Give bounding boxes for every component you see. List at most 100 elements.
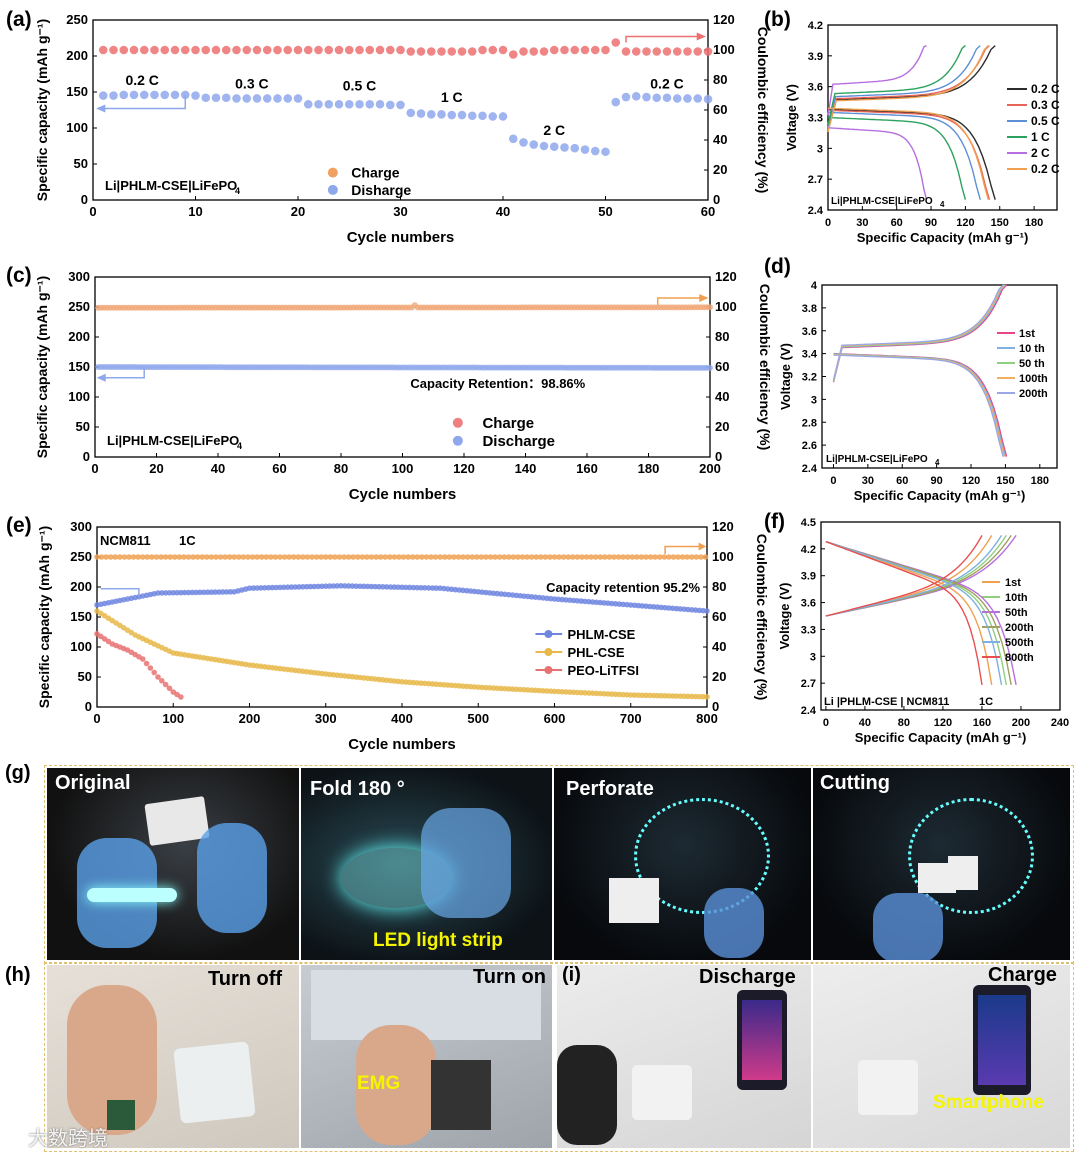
- ce-point-a-7: [170, 45, 180, 55]
- cell-label-a-sub: 4: [235, 186, 240, 196]
- ce-point-e-672: [606, 554, 613, 560]
- cell-label-d-sub: 4: [935, 458, 940, 467]
- y2-tick-label-c-4: 80: [715, 329, 729, 344]
- ce-point-e-18: [107, 554, 114, 560]
- y-tick-label-f-0: 2.4: [801, 705, 817, 717]
- legend-label-f-5: 800th: [1005, 652, 1034, 664]
- y-axis-label-b: Voltage (V): [784, 84, 799, 151]
- y2-tick-label-a-4: 80: [713, 72, 727, 87]
- x-tick-label-c-9: 180: [638, 461, 660, 476]
- legend-label-f-1: 10th: [1005, 592, 1028, 604]
- led-ring: [634, 798, 770, 914]
- legend-marker-e-2: [544, 666, 553, 674]
- y-tick-label-e-4: 200: [70, 579, 92, 594]
- ce-point-a-22: [324, 45, 334, 55]
- rate-label-a-2: 0.5 C: [343, 78, 376, 94]
- capacity-point-a-15: [252, 94, 262, 103]
- ce-point-e-252: [286, 554, 292, 560]
- point-e-1-800: [704, 694, 710, 700]
- ce-point-a-41: [519, 47, 528, 56]
- ce-point-a-47: [580, 45, 590, 55]
- ce-point-e-276: [304, 554, 311, 560]
- ce-point-e-588: [542, 554, 549, 560]
- x-tick-label-d-1: 30: [862, 475, 874, 487]
- monitor: [311, 970, 541, 1040]
- ce-point-e-618: [565, 554, 572, 560]
- y-tick-label-d-6: 3.6: [802, 326, 817, 338]
- ce-point-e-144: [204, 554, 210, 560]
- capacity-point-a-31: [416, 109, 426, 118]
- ce-point-e-474: [455, 554, 462, 560]
- arrow-left-a: [98, 94, 186, 110]
- photo-fold: [301, 768, 552, 960]
- x-tick-label-c-1: 20: [149, 461, 163, 476]
- ce-point-a-59: [703, 47, 713, 56]
- legend-marker-discharge-a: [327, 184, 338, 195]
- y-axis-label-d: Voltage (V): [778, 343, 793, 410]
- y2-tick-label-a-3: 60: [713, 102, 727, 117]
- cell-label-f: Li |PHLM-CSE | NCM811: [824, 696, 949, 708]
- ce-point-e-360: [368, 554, 375, 560]
- panel-label-e: (e): [6, 514, 32, 537]
- x-axis-label-a: Cycle numbers: [347, 229, 455, 246]
- title-e: NCM811: [100, 533, 151, 548]
- ce-point-e-564: [524, 554, 530, 560]
- ce-point-a-43: [539, 47, 549, 56]
- ce-point-e-678: [611, 554, 617, 560]
- capacity-point-a-19: [293, 94, 303, 103]
- charge-curve-d-0: [832, 284, 1008, 383]
- ce-point-a-6: [160, 45, 170, 55]
- capacity-point-a-34: [447, 110, 457, 120]
- ce-point-e-732: [652, 554, 658, 560]
- ce-point-e-480: [460, 554, 466, 560]
- x-tick-label-a-2: 20: [291, 204, 305, 219]
- ce-point-a-8: [180, 45, 190, 55]
- ce-point-e-624: [570, 554, 576, 560]
- ce-point-e-798: [702, 554, 709, 560]
- capacity-point-a-9: [191, 91, 200, 100]
- discharge-curve-d-4: [833, 354, 1004, 457]
- capacity-point-a-20: [303, 99, 313, 109]
- ce-point-a-14: [242, 45, 252, 55]
- ce-point-e-702: [629, 554, 636, 560]
- capacity-point-a-51: [621, 92, 631, 102]
- charge-curve-b-2: [827, 45, 981, 128]
- capacity-point-a-1: [109, 91, 118, 100]
- capacity-point-a-50: [611, 97, 621, 107]
- legend-label-b-2: 0.5 C: [1031, 114, 1060, 128]
- point-e-2-110: [178, 694, 184, 700]
- ce-point-a-17: [273, 45, 282, 55]
- ce-point-e-102: [171, 554, 178, 560]
- capacity-point-a-40: [508, 134, 518, 144]
- capacity-point-a-47: [580, 145, 590, 154]
- discharge-curve-d-1: [833, 353, 1007, 457]
- ce-point-e-738: [656, 554, 663, 560]
- y-tick-label-c-2: 100: [68, 389, 90, 404]
- capacity-point-a-7: [170, 90, 180, 100]
- capacity-point-a-35: [457, 110, 467, 120]
- charge-curve-f-5: [825, 535, 983, 617]
- ce-point-e-228: [268, 554, 274, 560]
- capacity-point-a-14: [242, 94, 252, 103]
- photo-cutting: [813, 768, 1070, 960]
- legend-label-f-0: 1st: [1005, 577, 1021, 589]
- y2-tick-label-e-4: 80: [712, 579, 726, 594]
- y2-tick-label-c-0: 0: [715, 449, 722, 464]
- capacity-point-a-42: [529, 140, 539, 149]
- ce-point-a-35: [457, 47, 467, 56]
- label-turn-off: Turn off: [208, 968, 283, 990]
- ce-point-a-20: [303, 45, 313, 55]
- legend-label-b-4: 2 C: [1031, 146, 1050, 160]
- x-tick-label-d-6: 180: [1031, 475, 1049, 487]
- x-tick-label-e-4: 400: [391, 711, 413, 726]
- y2-tick-label-a-2: 40: [713, 132, 727, 147]
- cell-label-b-sub: 4: [940, 200, 945, 209]
- ce-point-a-30: [406, 47, 416, 56]
- capacity-point-a-2: [119, 90, 129, 100]
- arrow-right-a: [625, 35, 702, 43]
- ce-point-e-546: [510, 554, 517, 560]
- legend-label-charge-a: Charge: [351, 165, 399, 181]
- ce-point-a-58: [693, 47, 703, 56]
- ce-point-e-216: [258, 554, 265, 560]
- ce-point-e-30: [117, 554, 123, 560]
